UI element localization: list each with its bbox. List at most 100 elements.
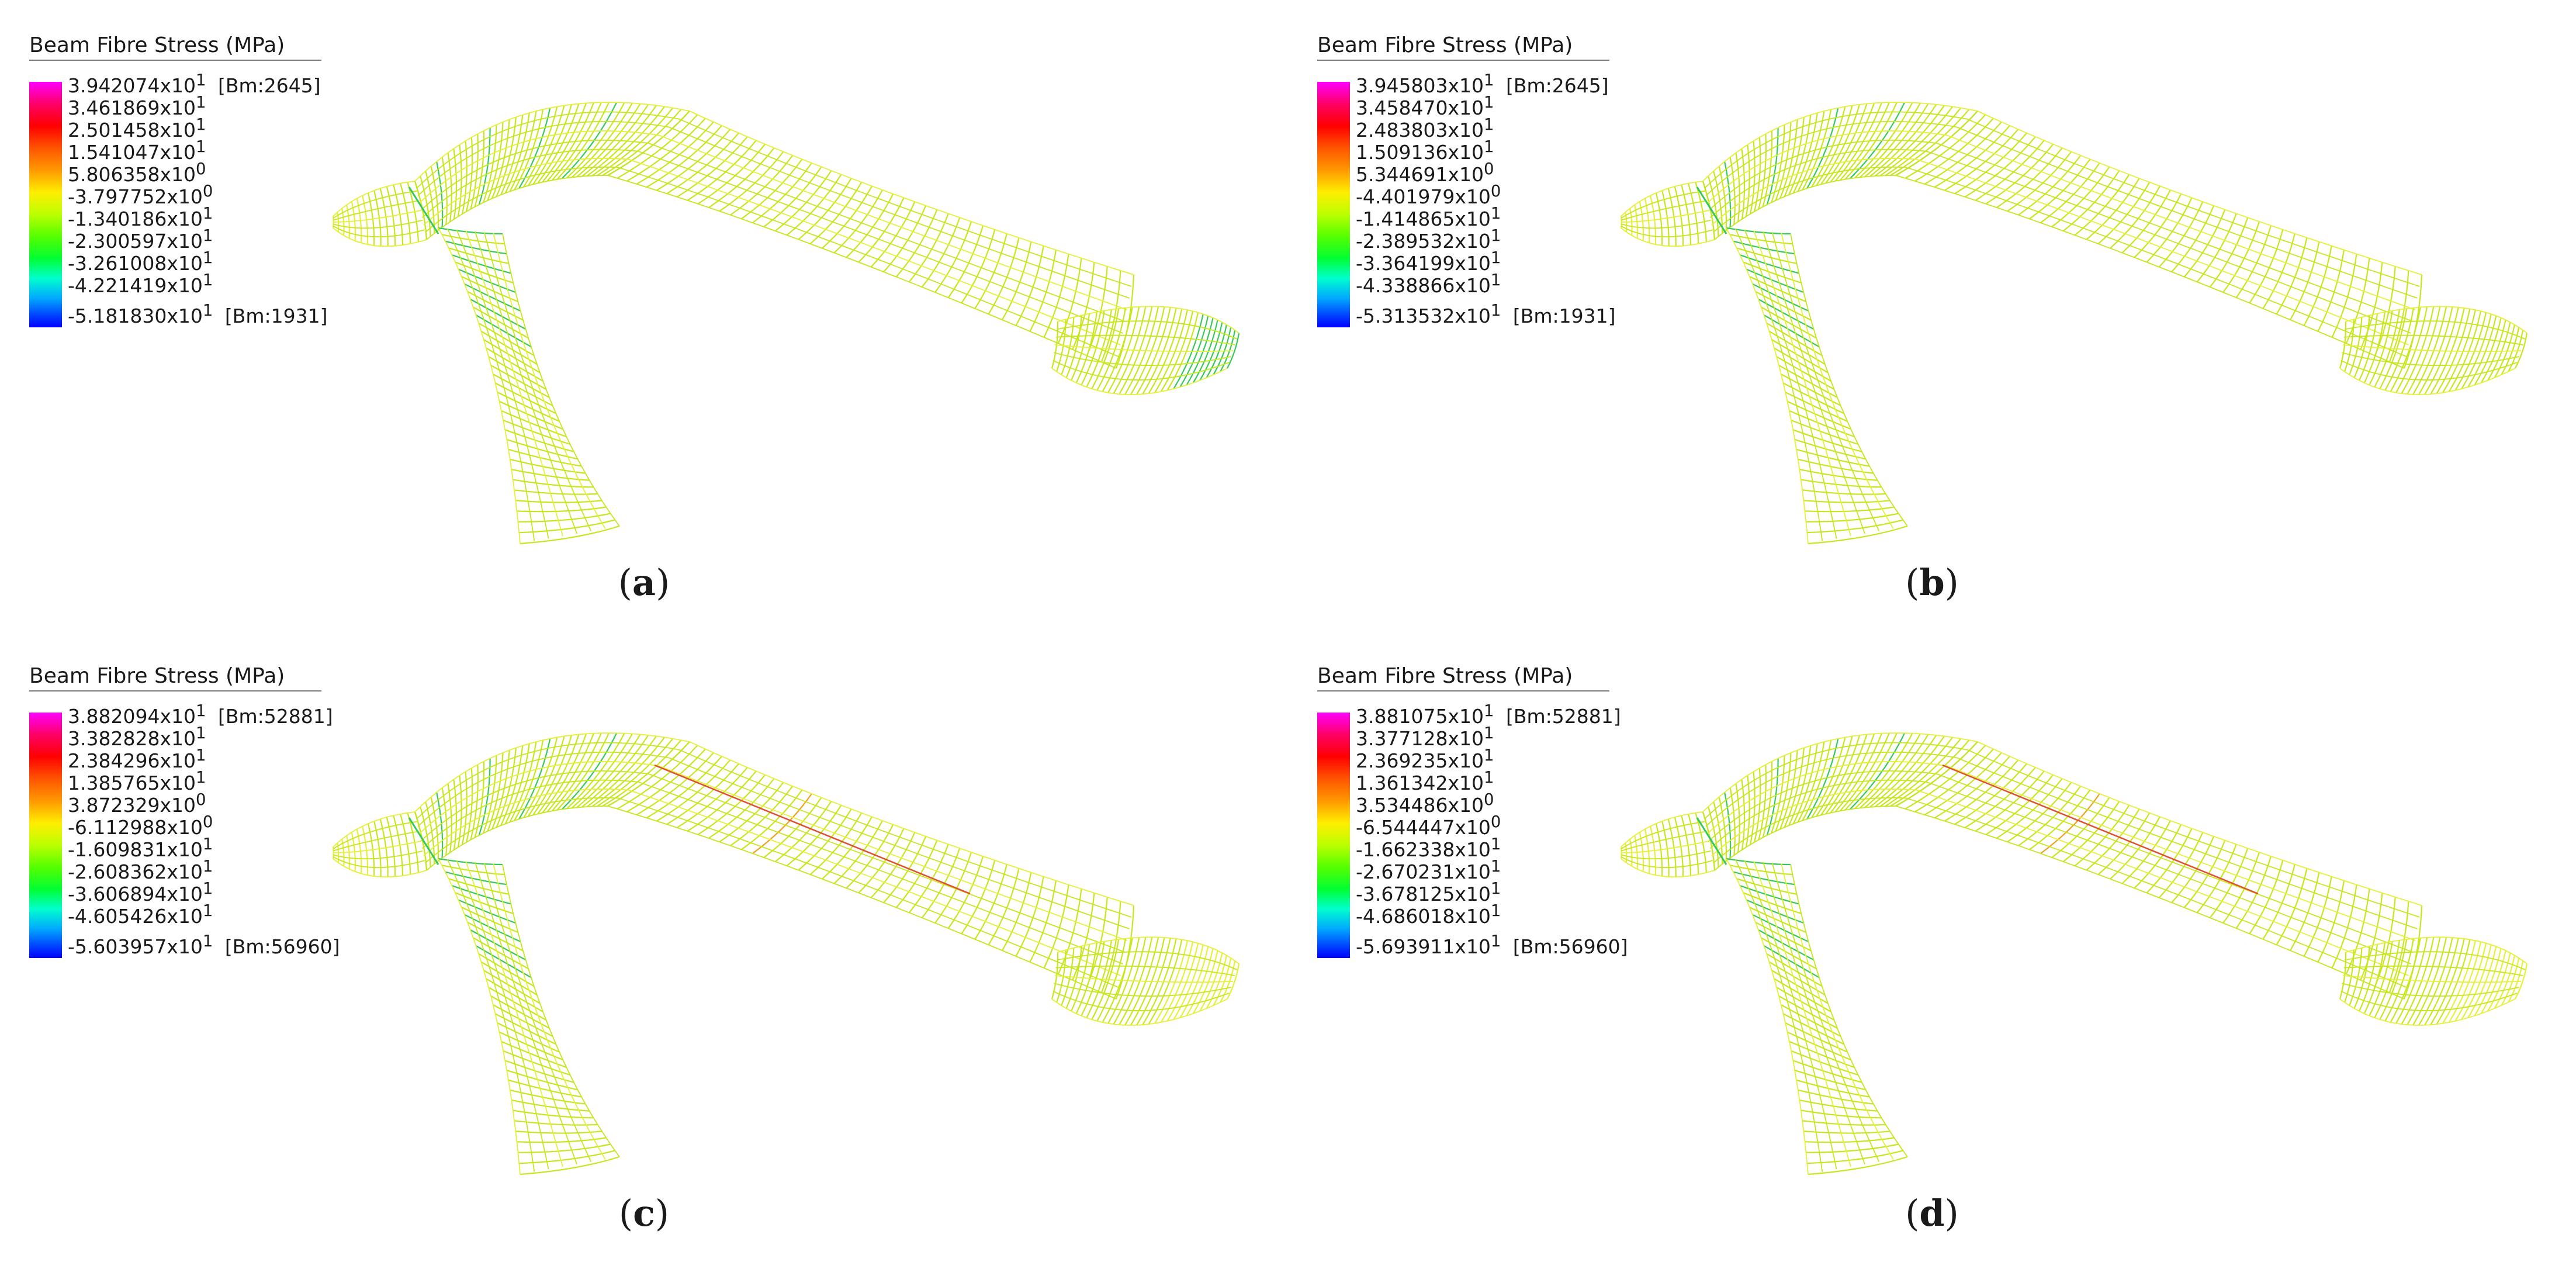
mesh-rib [2442, 940, 2476, 1024]
mesh-rail [2343, 334, 2523, 345]
mesh-rib [1173, 314, 1204, 389]
mesh-rib [488, 987, 547, 1021]
mesh-rib [1056, 950, 1067, 1003]
mesh-rib [1124, 937, 1159, 1026]
mesh-rib [1667, 188, 1677, 247]
mesh-rib [1792, 429, 1862, 452]
mesh-rail [2340, 359, 2518, 381]
mesh-rib [2424, 938, 2459, 1026]
legend-title: Beam Fibre Stress (MPa) [29, 665, 321, 691]
mesh-rail [1711, 158, 1917, 226]
mesh-rib [1667, 818, 1677, 877]
mesh-rib [2508, 330, 2524, 372]
mesh-rib [511, 1100, 590, 1112]
mesh-rail [456, 229, 549, 539]
legend-tick-label: -4.338866x101 [1356, 271, 1501, 297]
mesh-rail [1621, 227, 1715, 247]
mesh-rib [1755, 291, 1812, 321]
mesh-rail [1957, 126, 2418, 299]
mesh-rib [1136, 307, 1171, 395]
mesh-rib [1787, 1031, 1851, 1061]
mesh-rail [1051, 368, 1228, 395]
mesh-rib [1213, 327, 1232, 375]
mesh-rib [473, 306, 529, 339]
mesh-rib [1148, 309, 1183, 394]
mesh-rail [1621, 858, 1715, 878]
mesh-rail [438, 858, 521, 1175]
mesh-rib [2395, 937, 2428, 1024]
mesh-rib [708, 147, 775, 208]
mesh-rib [1776, 987, 1835, 1021]
mesh-rail [420, 140, 649, 211]
mesh-rib [1781, 1004, 1841, 1037]
mesh-rail [333, 858, 427, 878]
mesh-rib [513, 1109, 594, 1119]
panel-d: Beam Fibre Stress (MPa) 3.881075x101 [Bm… [1288, 631, 2576, 1261]
mesh-rib [515, 1130, 603, 1134]
mesh-rib [504, 429, 574, 452]
mesh-rail [2342, 983, 2519, 997]
mesh-rib [1771, 339, 1829, 374]
panel-a: Beam Fibre Stress (MPa) 3.942074x101 [Bm… [0, 0, 1288, 631]
mesh-rib [1071, 944, 1090, 1012]
mesh-rib [2384, 307, 2415, 391]
mesh-rib [1091, 939, 1120, 1020]
mesh-rib [1766, 953, 1823, 987]
legend-tick-label: -3.364199x101 [1356, 248, 1501, 275]
mesh-rib [1944, 759, 2019, 822]
mesh-rib [2480, 950, 2506, 1014]
mesh-rib [2369, 310, 2393, 386]
mesh-rail [416, 111, 680, 189]
mesh-rib [2369, 941, 2393, 1016]
mesh-rail [1052, 990, 1230, 1011]
mesh-seam [408, 817, 439, 865]
mesh-rib [1758, 298, 1815, 330]
mesh-rib [508, 448, 582, 467]
mesh-rib [1065, 946, 1082, 1009]
mesh-rib [2430, 938, 2465, 1025]
stress-colorbar [29, 713, 62, 958]
mesh-rail [618, 167, 1119, 357]
mesh-rib [1746, 268, 1804, 293]
mesh-rib [1996, 147, 2063, 208]
mesh-rail [1734, 859, 1823, 1172]
mesh-rib [687, 140, 757, 201]
mesh-rib [1681, 815, 1692, 876]
mesh-rib [1798, 458, 1874, 474]
mesh-rail [417, 751, 670, 827]
mesh-rail [1708, 770, 1937, 842]
mesh-rail [1709, 148, 1927, 219]
mesh-rail [1744, 860, 1837, 1170]
mesh-rib [493, 1004, 553, 1037]
legend-title: Beam Fibre Stress (MPa) [1317, 665, 1609, 691]
mesh-rib [1160, 941, 1194, 1023]
mesh-rail [418, 761, 659, 835]
mesh-rib [1791, 1050, 1858, 1076]
legend-body: 3.881075x101 [Bm:52881] 3.377128x101 2.36… [1317, 700, 1628, 969]
mesh-rib [1802, 489, 1886, 495]
mesh-rib [464, 914, 521, 942]
mesh-rail [1706, 130, 1947, 204]
mesh-rail [333, 227, 427, 247]
mesh-rib [1789, 410, 1855, 438]
mesh-rib [2412, 306, 2447, 395]
mesh-rail [638, 150, 1123, 334]
mesh-rib [470, 929, 527, 960]
mesh-rail [1957, 757, 2418, 929]
mesh-rib [1220, 960, 1236, 1003]
legend-max-label: 3.881075x101 [Bm:52881] [1356, 701, 1621, 728]
mesh-rib [2494, 955, 2515, 1009]
mesh-rib [1806, 1143, 1899, 1153]
mesh-rail [1057, 951, 1238, 970]
mesh-rail [333, 219, 423, 229]
mesh-rib [1148, 939, 1183, 1025]
mesh-rail [456, 860, 549, 1170]
mesh-rib [1746, 899, 1804, 924]
mesh-rail [333, 856, 425, 869]
mesh-rib [1733, 871, 1795, 886]
mesh-rib [1803, 1130, 1891, 1134]
legend-tick-label: 3.377128x101 [1356, 724, 1494, 750]
panel-caption: (a) [618, 561, 670, 604]
mesh-rib [1107, 937, 1140, 1024]
mesh-rail [421, 779, 639, 849]
